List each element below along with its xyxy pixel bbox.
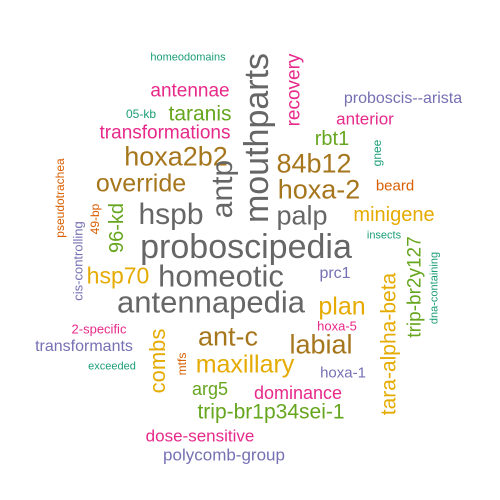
word-minigene: minigene — [353, 204, 435, 226]
word-hoxa-5: hoxa-5 — [317, 318, 357, 334]
word-insects: insects — [366, 229, 402, 242]
word-cis-controlling: cis-controlling — [70, 221, 86, 301]
word-hoxa-2: hoxa-2 — [277, 174, 361, 205]
word-proboscis-arista: proboscis--arista — [343, 90, 463, 107]
word-beard: beard — [375, 177, 415, 195]
word-maxillary: maxillary — [195, 350, 295, 379]
word-taranis: taranis — [168, 102, 232, 126]
word-2-specific: 2-specific — [71, 321, 127, 337]
word-hoxa2b2: hoxa2b2 — [124, 141, 228, 172]
word-homeodomains: homeodomains — [150, 51, 226, 64]
word-ant-c: ant-c — [197, 321, 259, 352]
word-84b12: 84b12 — [276, 148, 352, 179]
word-hspb: hspb — [138, 198, 204, 231]
word-arg5: arg5 — [191, 379, 229, 399]
word-mtfs: mtfs — [175, 352, 189, 376]
word-gnee: gnee — [370, 139, 384, 167]
word-plan: plan — [318, 292, 366, 321]
word-transformations: transformations — [99, 122, 231, 144]
word-palp: palp — [276, 200, 328, 231]
word-mouthparts: mouthparts — [238, 52, 276, 224]
word-anterior: anterior — [336, 109, 394, 129]
word-transformants: transformants — [35, 338, 133, 355]
word-49-bp: 49-bp — [88, 203, 102, 235]
word-hoxa-1: hoxa-1 — [320, 364, 366, 382]
word-prc1: prc1 — [319, 265, 351, 282]
word-trip-br1p34sei-1: trip-br1p34sei-1 — [197, 400, 345, 424]
word-exceeded: exceeded — [88, 360, 136, 373]
word-proboscipedia: proboscipedia — [140, 228, 352, 266]
word-antp: antp — [206, 159, 239, 219]
word-96-kd: 96-kd — [106, 202, 128, 254]
word-dose-sensitive: dose-sensitive — [145, 426, 255, 446]
word-antennae: antennae — [150, 80, 230, 102]
word-recovery: recovery — [283, 53, 305, 127]
word-dominance: dominance — [253, 383, 343, 403]
word-hsp70: hsp70 — [86, 262, 150, 289]
word-labial: labial — [289, 329, 353, 360]
word-05-kb: 05-kb — [125, 107, 157, 121]
word-override: override — [95, 169, 187, 198]
word-polycomb-group: polycomb-group — [163, 445, 285, 465]
word-homeotic: homeotic — [158, 258, 284, 294]
word-trip-br2y127: trip-br2y127 — [404, 236, 426, 338]
word-pseudotrachea: pseudotrachea — [53, 158, 67, 238]
word-tara-alpha-beta: tara-alpha-beta — [377, 272, 401, 416]
word-dna-containing: dna-containing — [428, 251, 441, 325]
word-rbt1: rbt1 — [314, 128, 350, 150]
word-antennapedia: antennapedia — [117, 284, 305, 320]
word-combs: combs — [145, 328, 170, 394]
